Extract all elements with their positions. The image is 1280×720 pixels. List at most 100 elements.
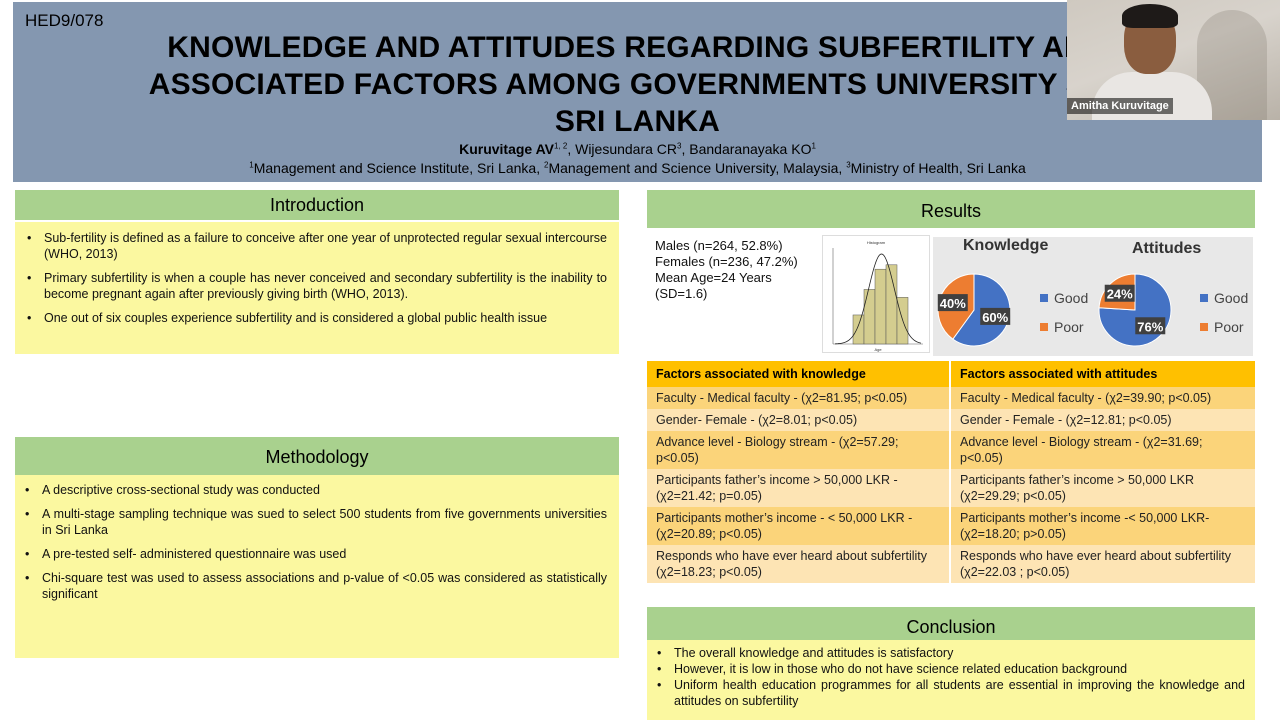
knowledge-pie: 60% 40%	[937, 273, 1011, 347]
authors: Kuruvitage AV1, 2, Wijesundara CR3, Band…	[13, 141, 1262, 157]
methodology-heading: Methodology	[15, 437, 619, 475]
factors-table: Factors associated with knowledge Factor…	[647, 361, 1255, 583]
pie-data-label: 76%	[1137, 319, 1163, 334]
pie-label-background	[1135, 317, 1166, 335]
title-line: SRI LANKA	[554, 105, 721, 138]
histogram-bar	[852, 314, 865, 345]
stat-sd: (SD=1.6)	[655, 286, 708, 301]
list-item: One out of six couples experience subfer…	[17, 310, 607, 326]
affil-2: Management and Science University, Malay…	[548, 160, 847, 176]
list-item: However, it is low in those who do not h…	[647, 661, 1245, 677]
affil-1: Management and Science Institute, Sri La…	[253, 160, 544, 176]
affil-3-sup: 3	[846, 160, 851, 170]
table-cell: Responds who have ever heard about subfe…	[647, 545, 951, 583]
introduction-heading: Introduction	[15, 190, 619, 220]
legend-label: Good	[1214, 290, 1249, 306]
legend-item: Good	[1200, 290, 1248, 306]
legend-swatch-good	[1040, 294, 1048, 302]
table-cell: Participants father’s income > 50,000 LK…	[647, 469, 951, 507]
introduction-list: Sub-fertility is defined as a failure to…	[17, 230, 607, 326]
attitudes-legend: Good Poor	[1200, 290, 1248, 348]
stat-mean-age: Mean Age=24 Years	[655, 270, 772, 285]
title-line: KNOWLEDGE AND ATTITUDES REGARDING SUBFER…	[167, 31, 1108, 64]
pie-label-background	[937, 294, 968, 312]
affil-3: Ministry of Health, Sri Lanka	[850, 160, 1026, 176]
table-cell: Participants mother’s income -< 50,000 L…	[951, 507, 1255, 545]
participant-video-tile[interactable]: Amitha Kuruvitage	[1067, 0, 1280, 120]
legend-item: Poor	[1040, 319, 1088, 335]
legend-label: Poor	[1054, 319, 1084, 335]
methodology-list: A descriptive cross-sectional study was …	[15, 482, 607, 602]
pie-label-background	[1104, 284, 1135, 302]
attitudes-pie-title: Attitudes	[1132, 240, 1202, 257]
histogram-svg: Histogram Age	[832, 240, 923, 352]
author-3: , Bandaranayaka KO	[681, 141, 812, 157]
conclusion-panel: The overall knowledge and attitudes is s…	[647, 640, 1255, 720]
affil-1-sup: 1	[249, 160, 254, 170]
pies-svg: 60% 40% 76% 24%	[937, 273, 1172, 347]
title-line: ASSOCIATED FACTORS AMONG GOVERNMENTS UNI…	[148, 68, 1127, 101]
table-row: Advance level - Biology stream - (χ2=57.…	[647, 431, 1255, 469]
table-cell: Advance level - Biology stream - (χ2=57.…	[647, 431, 951, 469]
poster-id: HED9/078	[25, 11, 104, 30]
poster-header: HED9/078 KNOWLEDGE AND ATTITUDES REGARDI…	[13, 2, 1262, 182]
affil-2-sup: 2	[543, 160, 549, 170]
stat-females: Females (n=236, 47.2%)	[655, 254, 798, 269]
pie-label-background	[980, 307, 1011, 325]
author-1: Kuruvitage AV	[459, 141, 554, 157]
author-2: , Wijesundara CR	[567, 141, 678, 157]
participant-hair	[1122, 4, 1178, 28]
author-1-sup: 1, 2	[553, 141, 568, 151]
column-header-knowledge: Factors associated with knowledge	[647, 361, 951, 387]
list-item: A descriptive cross-sectional study was …	[15, 482, 607, 498]
histogram-bar	[863, 289, 876, 345]
table-cell: Participants mother’s income - < 50,000 …	[647, 507, 951, 545]
table-row: Gender- Female - (χ2=8.01; p<0.05) Gende…	[647, 409, 1255, 431]
author-3-sup: 1	[811, 141, 816, 151]
list-item: A multi-stage sampling technique was sue…	[15, 506, 607, 538]
table-row: Faculty - Medical faculty - (χ2=81.95; p…	[647, 387, 1255, 409]
histogram-bar	[874, 268, 887, 345]
pie-data-label: 60%	[982, 310, 1008, 325]
column-header-attitudes: Factors associated with attitudes	[951, 361, 1255, 387]
introduction-panel: Sub-fertility is defined as a failure to…	[15, 222, 619, 354]
results-heading: Results	[647, 190, 1255, 228]
list-item: Sub-fertility is defined as a failure to…	[17, 230, 607, 262]
demographic-stats: Males (n=264, 52.8%) Females (n=236, 47.…	[655, 238, 815, 302]
conclusion-list: The overall knowledge and attitudes is s…	[647, 645, 1245, 709]
list-item: The overall knowledge and attitudes is s…	[647, 645, 1245, 661]
table-row: Participants mother’s income - < 50,000 …	[647, 507, 1255, 545]
histogram-xlabel: Age	[874, 347, 882, 352]
pie-data-label: 24%	[1107, 287, 1133, 302]
legend-item: Poor	[1200, 319, 1248, 335]
affiliations: 1Management and Science Institute, Sri L…	[13, 160, 1262, 176]
legend-swatch-good	[1200, 294, 1208, 302]
legend-label: Good	[1054, 290, 1089, 306]
table-header-row: Factors associated with knowledge Factor…	[647, 361, 1255, 387]
table-cell: Responds who have ever heard about subfe…	[951, 545, 1255, 583]
author-2-sup: 3	[677, 141, 682, 151]
knowledge-pie-title: Knowledge	[963, 237, 1049, 254]
legend-label: Poor	[1214, 319, 1244, 335]
age-histogram: Histogram Age	[822, 235, 930, 353]
conclusion-heading: Conclusion	[647, 607, 1255, 640]
list-item: A pre-tested self- administered question…	[15, 546, 607, 562]
list-item: Primary subfertility is when a couple ha…	[17, 270, 607, 302]
table-cell: Faculty - Medical faculty - (χ2=39.90; p…	[951, 387, 1255, 409]
table-cell: Gender- Female - (χ2=8.01; p<0.05)	[647, 409, 951, 431]
pie-charts-panel: Knowledge Attitudes 60% 40% 76% 24% Good P…	[933, 237, 1253, 356]
table-cell: Advance level - Biology stream - (χ2=31.…	[951, 431, 1255, 469]
list-item: Uniform health education programmes for …	[647, 677, 1245, 709]
knowledge-legend: Good Poor	[1040, 290, 1088, 348]
table-cell: Participants father’s income > 50,000 LK…	[951, 469, 1255, 507]
histogram-bars	[852, 264, 909, 345]
table-cell: Faculty - Medical faculty - (χ2=81.95; p…	[647, 387, 951, 409]
participant-name: Amitha Kuruvitage	[1067, 98, 1173, 114]
pie-data-label: 40%	[940, 296, 966, 311]
stat-males: Males (n=264, 52.8%)	[655, 238, 783, 253]
normal-curve	[834, 253, 922, 345]
table-cell: Gender - Female - (χ2=12.81; p<0.05)	[951, 409, 1255, 431]
methodology-panel: A descriptive cross-sectional study was …	[15, 475, 619, 658]
attitudes-pie: 76% 24%	[1098, 273, 1172, 347]
legend-swatch-poor	[1200, 323, 1208, 331]
